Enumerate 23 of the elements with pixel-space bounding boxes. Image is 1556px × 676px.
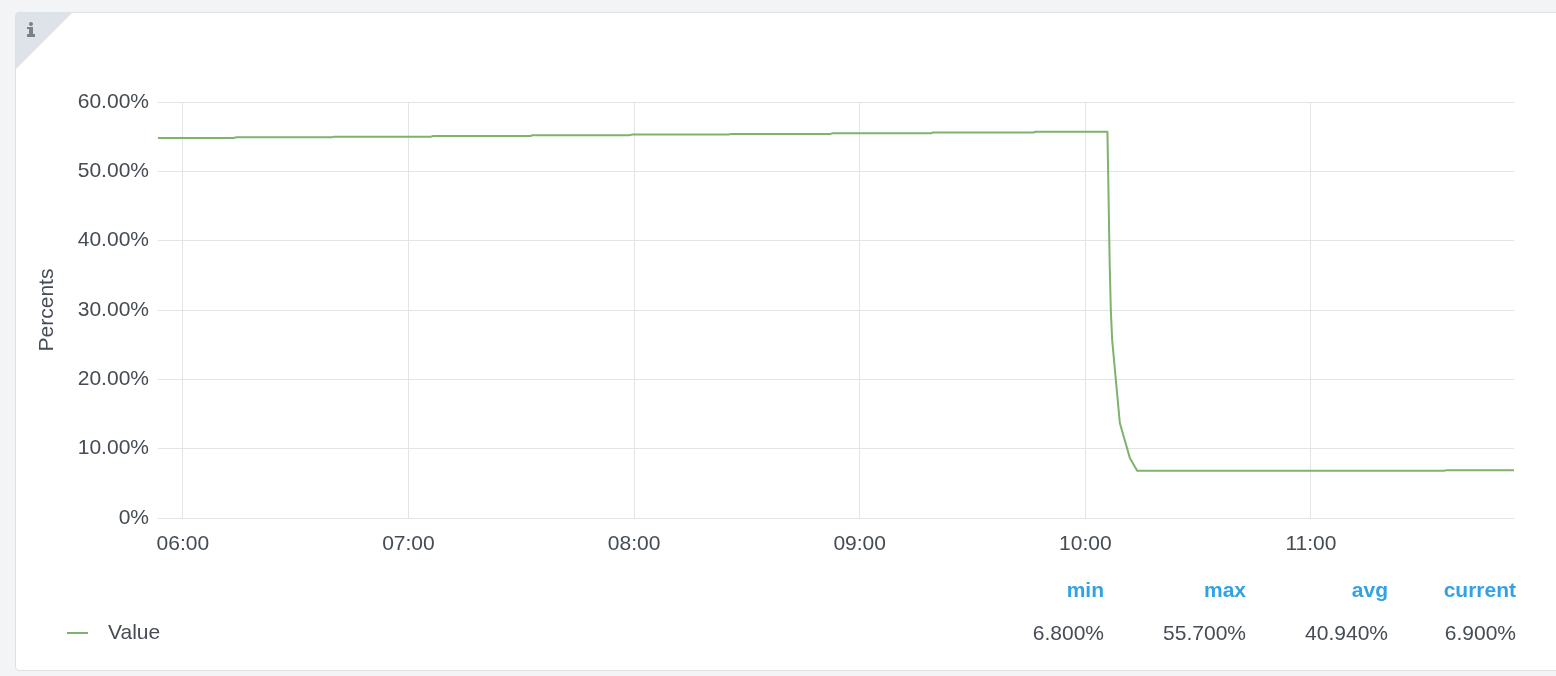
y-tick-label: 60.00% — [77, 88, 149, 112]
text: 40.940% — [1305, 621, 1388, 645]
text: avg — [1351, 578, 1388, 602]
x-tick-label: 06:00 — [156, 531, 210, 555]
y-tick-label: 50.00% — [77, 158, 149, 182]
x-tick-label: 09:00 — [833, 531, 886, 555]
y-tick-label: 30.00% — [77, 296, 149, 320]
y-tick-label: 0% — [118, 504, 149, 528]
text: 55.700% — [1163, 621, 1246, 645]
y-tick-label: 40.00% — [77, 227, 149, 251]
y-tick-label: 20.00% — [77, 366, 149, 390]
legend-label: Value — [108, 619, 161, 643]
text: current — [1443, 578, 1516, 602]
y-axis-title: Percents — [34, 268, 58, 352]
text: 6.800% — [1032, 621, 1104, 645]
x-tick-label: 08:00 — [607, 531, 661, 555]
text: 6.900% — [1444, 621, 1516, 645]
y-tick-label: 10.00% — [77, 435, 149, 459]
x-tick-label: 07:00 — [382, 531, 435, 555]
x-tick-label: 10:00 — [1059, 531, 1112, 555]
text: max — [1203, 578, 1246, 602]
x-tick-label: 11:00 — [1285, 531, 1337, 555]
text: min — [1066, 578, 1104, 602]
